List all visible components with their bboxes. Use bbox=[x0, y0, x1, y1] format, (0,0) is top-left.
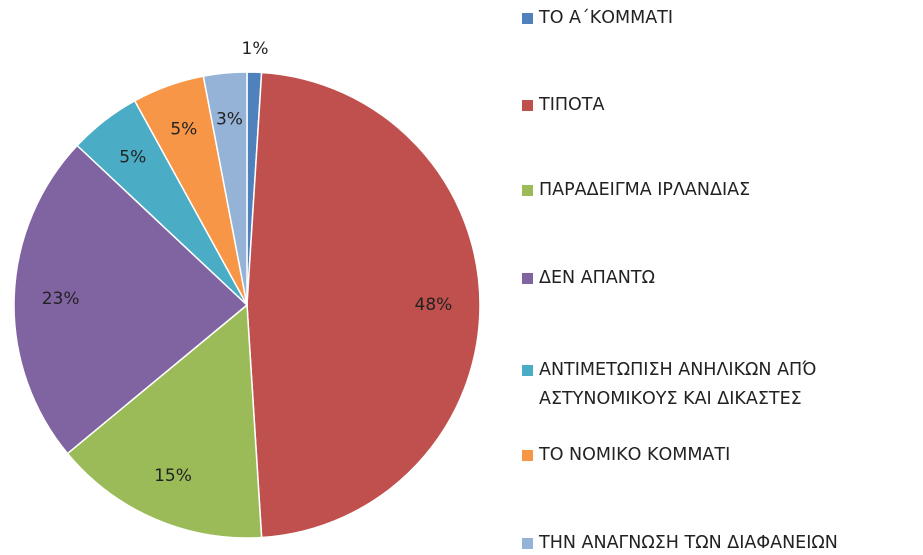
legend-swatch bbox=[522, 450, 533, 461]
pie-slice bbox=[66, 303, 263, 539]
data-label: 15% bbox=[154, 466, 192, 486]
legend-swatch bbox=[522, 365, 533, 376]
legend-item: ΤΟ Α΄ΚΟΜΜΑΤΙ bbox=[522, 4, 902, 33]
legend-label: ΤΟ ΝΟΜΙΚΟ ΚΟΜΜΑΤΙ bbox=[539, 445, 731, 465]
data-label: 5% bbox=[170, 120, 197, 140]
pie-slice bbox=[246, 71, 481, 539]
legend-swatch bbox=[522, 538, 533, 549]
legend-swatch bbox=[522, 273, 533, 284]
legend-label: ΤΟ Α΄ΚΟΜΜΑΤΙ bbox=[539, 8, 674, 28]
legend-label: ΤΗΝ ΑΝΑΓΝΩΣΗ ΤΩΝ ΔΙΑΦΑΝΕΙΩΝ bbox=[539, 533, 838, 553]
data-label: 1% bbox=[242, 39, 269, 59]
legend-label: ΤΙΠΟΤΑ bbox=[539, 95, 605, 115]
data-label: 3% bbox=[216, 109, 243, 129]
legend-item: ΤΙΠΟΤΑ bbox=[522, 91, 902, 120]
data-label: 23% bbox=[42, 289, 80, 309]
legend-item: ΤΟ ΝΟΜΙΚΟ ΚΟΜΜΑΤΙ bbox=[522, 441, 902, 470]
legend-label: ΑΝΤΙΜΕΤΩΠΙΣΗ ΑΝΗΛΙΚΩΝ ΑΠΌ ΑΣΤΥΝΟΜΙΚΟΥΣ Κ… bbox=[539, 360, 817, 409]
pie-slice bbox=[13, 144, 249, 455]
legend-swatch bbox=[522, 13, 533, 24]
legend-swatch bbox=[522, 100, 533, 111]
legend-item: ΠΑΡΑΔΕΙΓΜΑ ΙΡΛΑΝΔΙΑΣ bbox=[522, 176, 902, 205]
legend-item: ΔΕΝ ΑΠΑΝΤΩ bbox=[522, 264, 902, 293]
data-label: 48% bbox=[415, 295, 453, 315]
legend-swatch bbox=[522, 185, 533, 196]
data-label: 5% bbox=[119, 148, 146, 168]
legend-item: ΑΝΤΙΜΕΤΩΠΙΣΗ ΑΝΗΛΙΚΩΝ ΑΠΌ ΑΣΤΥΝΟΜΙΚΟΥΣ Κ… bbox=[522, 356, 902, 414]
legend-item: ΤΗΝ ΑΝΑΓΝΩΣΗ ΤΩΝ ΔΙΑΦΑΝΕΙΩΝ bbox=[522, 529, 902, 555]
pie-slice bbox=[202, 71, 248, 306]
legend-label: ΠΑΡΑΔΕΙΓΜΑ ΙΡΛΑΝΔΙΑΣ bbox=[539, 180, 751, 200]
legend-label: ΔΕΝ ΑΠΑΝΤΩ bbox=[539, 268, 655, 288]
